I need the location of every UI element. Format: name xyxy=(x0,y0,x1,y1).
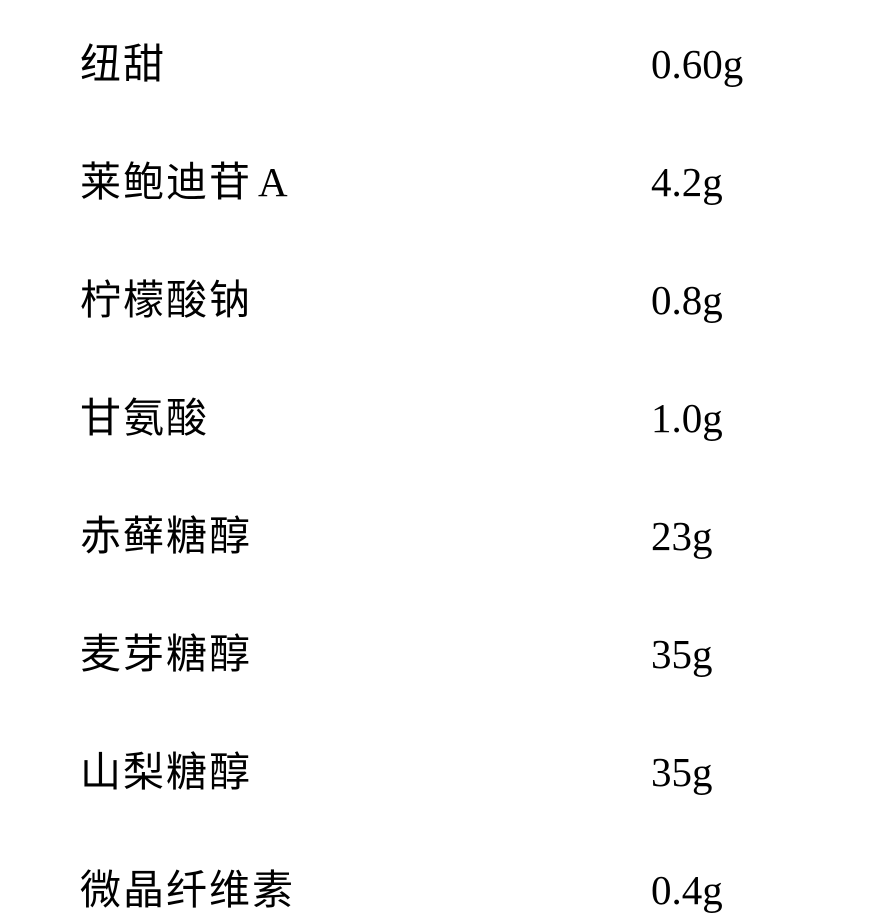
ingredient-value: 1.0g xyxy=(651,394,791,442)
ingredient-row: 甘氨酸 1.0g xyxy=(80,384,791,444)
ingredient-value: 0.8g xyxy=(651,276,791,324)
ingredient-row: 麦芽糖醇 35g xyxy=(80,620,791,680)
ingredient-value: 35g xyxy=(651,630,791,678)
ingredient-value: 0.4g xyxy=(651,866,791,914)
ingredient-name: 柠檬酸钠 xyxy=(80,266,252,326)
ingredient-name: 赤藓糖醇 xyxy=(80,502,252,562)
ingredient-row: 微晶纤维素 0.4g xyxy=(80,856,791,916)
ingredient-row: 赤藓糖醇 23g xyxy=(80,502,791,562)
ingredient-row: 山梨糖醇 35g xyxy=(80,738,791,798)
ingredient-name: 甘氨酸 xyxy=(80,384,209,444)
ingredient-value: 35g xyxy=(651,748,791,796)
ingredient-name: 莱鲍迪苷A xyxy=(80,148,290,208)
ingredient-name: 微晶纤维素 xyxy=(80,856,295,916)
ingredient-value: 23g xyxy=(651,512,791,560)
ingredient-name: 麦芽糖醇 xyxy=(80,620,252,680)
ingredient-row: 柠檬酸钠 0.8g xyxy=(80,266,791,326)
ingredient-row: 纽甜 0.60g xyxy=(80,30,791,90)
ingredient-row: 莱鲍迪苷A 4.2g xyxy=(80,148,791,208)
ingredient-name: 纽甜 xyxy=(80,30,166,90)
ingredient-list: 纽甜 0.60g 莱鲍迪苷A 4.2g 柠檬酸钠 0.8g 甘氨酸 1.0g 赤… xyxy=(80,30,791,916)
ingredient-value: 0.60g xyxy=(651,40,791,88)
ingredient-value: 4.2g xyxy=(651,158,791,206)
ingredient-name: 山梨糖醇 xyxy=(80,738,252,798)
